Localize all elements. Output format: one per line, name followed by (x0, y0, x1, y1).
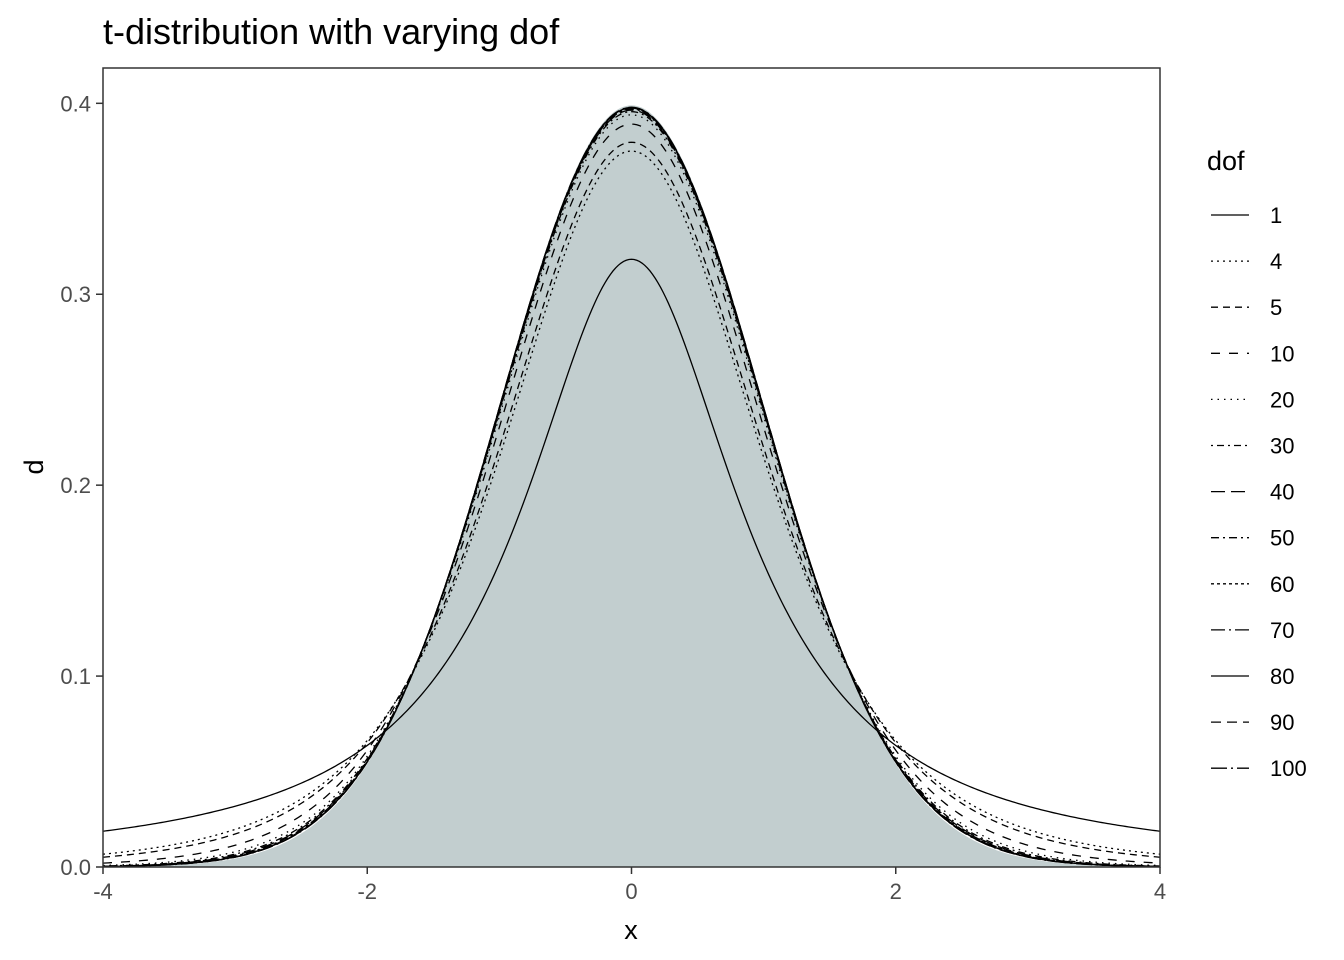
legend-label-dof-1: 1 (1270, 203, 1282, 228)
legend-label-dof-80: 80 (1270, 664, 1294, 689)
y-axis: 0.0 0.1 0.2 0.3 0.4 (60, 91, 103, 880)
x-tick-label: -2 (357, 879, 377, 904)
legend-label-dof-4: 4 (1270, 249, 1282, 274)
series-line-dof-100 (102, 106, 1161, 868)
series-line-dof-40 (102, 109, 1161, 867)
legend-label-dof-70: 70 (1270, 618, 1294, 643)
series-line-dof-5 (102, 141, 1161, 858)
density-fill-layer (103, 105, 1160, 868)
y-axis-label: d (19, 459, 49, 474)
curves-layer (102, 106, 1161, 868)
legend-label-dof-10: 10 (1270, 341, 1294, 366)
y-tick-label: 0.1 (60, 664, 91, 689)
legend: dof 1 4 5 10 20 30 40 50 60 70 80 90 100 (1207, 146, 1307, 781)
legend-label-dof-30: 30 (1270, 434, 1294, 459)
legend-title: dof (1207, 146, 1245, 176)
legend-label-dof-90: 90 (1270, 710, 1294, 735)
legend-label-dof-20: 20 (1270, 387, 1294, 412)
normal-density-fill (103, 105, 1160, 868)
legend-label-dof-5: 5 (1270, 295, 1282, 320)
x-axis: -4 -2 0 2 4 (93, 867, 1166, 904)
series-line-dof-1 (102, 258, 1161, 832)
legend-label-dof-40: 40 (1270, 480, 1294, 505)
x-axis-label: x (624, 915, 638, 945)
series-line-dof-30 (102, 111, 1161, 867)
x-tick-label: 0 (625, 879, 637, 904)
x-tick-label: -4 (93, 879, 113, 904)
legend-label-dof-50: 50 (1270, 526, 1294, 551)
y-tick-label: 0.0 (60, 855, 91, 880)
x-tick-label: 4 (1154, 879, 1166, 904)
legend-label-dof-100: 100 (1270, 756, 1307, 781)
y-tick-label: 0.4 (60, 91, 91, 116)
x-tick-label: 2 (890, 879, 902, 904)
y-tick-label: 0.2 (60, 473, 91, 498)
y-tick-label: 0.3 (60, 282, 91, 307)
series-line-dof-10 (102, 123, 1161, 864)
legend-label-dof-60: 60 (1270, 572, 1294, 597)
chart-title: t-distribution with varying dof (103, 11, 560, 52)
